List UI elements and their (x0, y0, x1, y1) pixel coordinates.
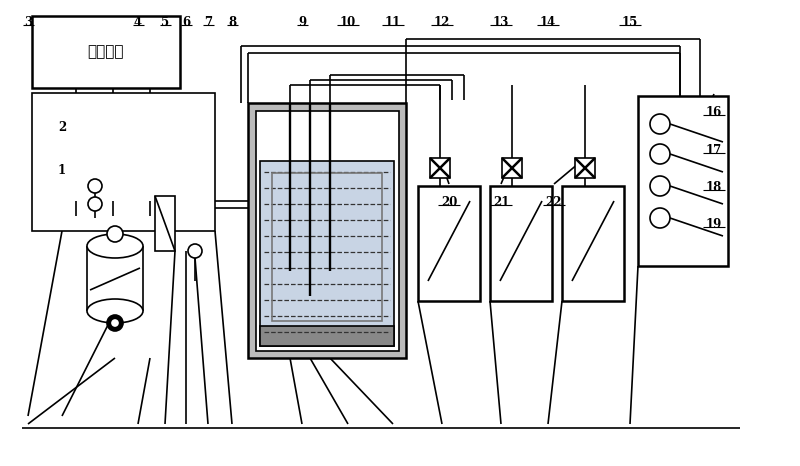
Circle shape (650, 114, 670, 134)
Circle shape (88, 179, 102, 193)
Bar (155, 196, 175, 251)
Text: 21: 21 (493, 196, 509, 209)
Circle shape (107, 226, 123, 242)
Circle shape (650, 144, 670, 164)
Text: 16: 16 (706, 106, 722, 119)
Text: 2: 2 (58, 121, 66, 134)
Bar (418, 186, 480, 301)
Text: 6: 6 (182, 16, 190, 29)
Circle shape (88, 197, 102, 211)
Text: 7: 7 (204, 16, 212, 29)
Circle shape (107, 315, 123, 331)
Text: 17: 17 (706, 144, 722, 157)
Bar (638, 96, 728, 266)
Bar (248, 103, 406, 358)
Text: 19: 19 (706, 218, 722, 231)
Bar (32, 93, 215, 231)
Text: 1: 1 (58, 164, 66, 177)
Bar (256, 111, 399, 351)
Text: 5: 5 (161, 16, 169, 29)
Text: 18: 18 (706, 181, 722, 194)
Bar (260, 161, 394, 346)
Text: 12: 12 (434, 16, 450, 29)
Text: 10: 10 (340, 16, 356, 29)
Text: 9: 9 (298, 16, 306, 29)
Bar (430, 158, 450, 178)
Text: 20: 20 (441, 196, 457, 209)
Bar (272, 173, 382, 321)
Circle shape (650, 176, 670, 196)
Bar (502, 158, 522, 178)
Text: 15: 15 (622, 16, 638, 29)
Bar (562, 186, 624, 301)
Bar (32, 16, 180, 88)
Text: 恒电位仪: 恒电位仪 (88, 44, 124, 60)
Text: 3: 3 (24, 16, 32, 29)
Text: 13: 13 (493, 16, 509, 29)
Bar (575, 158, 595, 178)
Bar (260, 326, 394, 346)
Circle shape (188, 244, 202, 258)
Text: 22: 22 (546, 196, 562, 209)
Ellipse shape (87, 299, 143, 323)
Text: 4: 4 (134, 16, 142, 29)
Circle shape (112, 320, 118, 326)
Text: 11: 11 (385, 16, 401, 29)
Bar (490, 186, 552, 301)
Text: 8: 8 (228, 16, 236, 29)
Circle shape (650, 208, 670, 228)
Ellipse shape (87, 234, 143, 258)
Text: 14: 14 (540, 16, 556, 29)
